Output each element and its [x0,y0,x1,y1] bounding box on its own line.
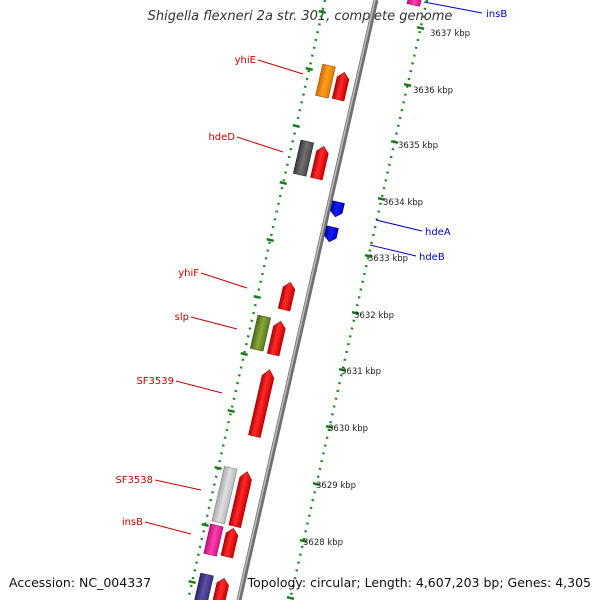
gene-SF3539 [248,369,275,438]
tick-mark [325,424,334,430]
gene-label-insB-top: insB [486,9,507,20]
tick-label: 3637 kbp [430,29,470,39]
gene-arrow [310,146,329,181]
gene-arrow [228,471,252,528]
tick-label: 3629 kbp [316,481,356,491]
outer-dotted-track [186,0,327,600]
gene-label-hdeA: hdeA [425,227,451,238]
gene-hdeA [330,200,345,218]
gene-features [192,0,423,600]
tick-marks [188,9,425,600]
gene-hdeD [292,139,314,177]
gene-arrow [331,71,350,102]
gene-slp [249,314,271,352]
tick-mark [188,579,196,585]
gene-label-yhiE: yhiE [235,55,256,66]
gene-insB-top [406,0,423,7]
tick-label: 3634 kbp [383,198,423,208]
tick-mark [416,25,425,31]
tick-mark [318,9,327,15]
inner-dotted-track [288,0,429,600]
tick-mark [364,253,373,259]
tick-mark [377,196,386,202]
tick-mark [227,408,235,414]
tick-mark [351,310,360,316]
tick-mark [214,465,222,471]
tick-label: 3633 kbp [368,254,408,264]
backbone [236,0,379,600]
gene-label-yhiF: yhiF [178,268,199,279]
tick-mark [286,595,295,600]
tick-mark [390,139,399,145]
gene-SF3538 [211,466,238,525]
topology-text: Topology: circular; Length: 4,607,203 bp… [247,575,591,590]
tick-label: 3632 kbp [354,311,394,321]
gene-label-SF3539: SF3539 [136,376,174,387]
gene-label-SF3538: SF3538 [115,475,153,486]
gene-label-insB: insB [122,517,143,528]
tick-label: 3636 kbp [413,86,453,96]
tick-label: 3630 kbp [328,424,368,434]
gene-arrow [220,527,239,559]
gene-label-slp: slp [175,312,189,323]
tick-mark [292,123,301,129]
tick-label: 3628 kbp [303,538,343,548]
gene-arrow [210,577,229,600]
tick-mark [305,66,314,72]
gene-hdeB [324,225,339,243]
gene-label-hdeD: hdeD [208,132,235,143]
tick-mark [201,522,209,528]
tick-mark [299,538,308,544]
gene-insB [203,523,224,557]
gene-yhiF [277,281,296,312]
tick-mark [312,481,321,487]
leader-lines [144,1,483,535]
tick-labels: 3637 kbp 3636 kbp 3635 kbp 3634 kbp 3633… [303,29,470,548]
tick-label: 3631 kbp [341,367,381,377]
tick-mark [403,82,412,88]
map-title: Shigella flexneri 2a str. 301, complete … [147,9,453,24]
tick-label: 3635 kbp [398,141,438,151]
gene-bottom-purple [192,572,214,600]
gene-arrow [266,321,286,357]
tick-mark [253,294,261,300]
tick-mark [240,351,248,357]
tick-mark [279,180,287,186]
tick-mark [338,367,347,373]
tick-mark [266,237,274,243]
accession-text: Accession: NC_004337 [9,575,152,590]
gene-labels: yhiE hdeD yhiF slp SF3539 SF3538 insB in… [115,9,507,528]
gene-label-hdeB: hdeB [419,252,445,263]
gene-yhiE [315,63,336,99]
